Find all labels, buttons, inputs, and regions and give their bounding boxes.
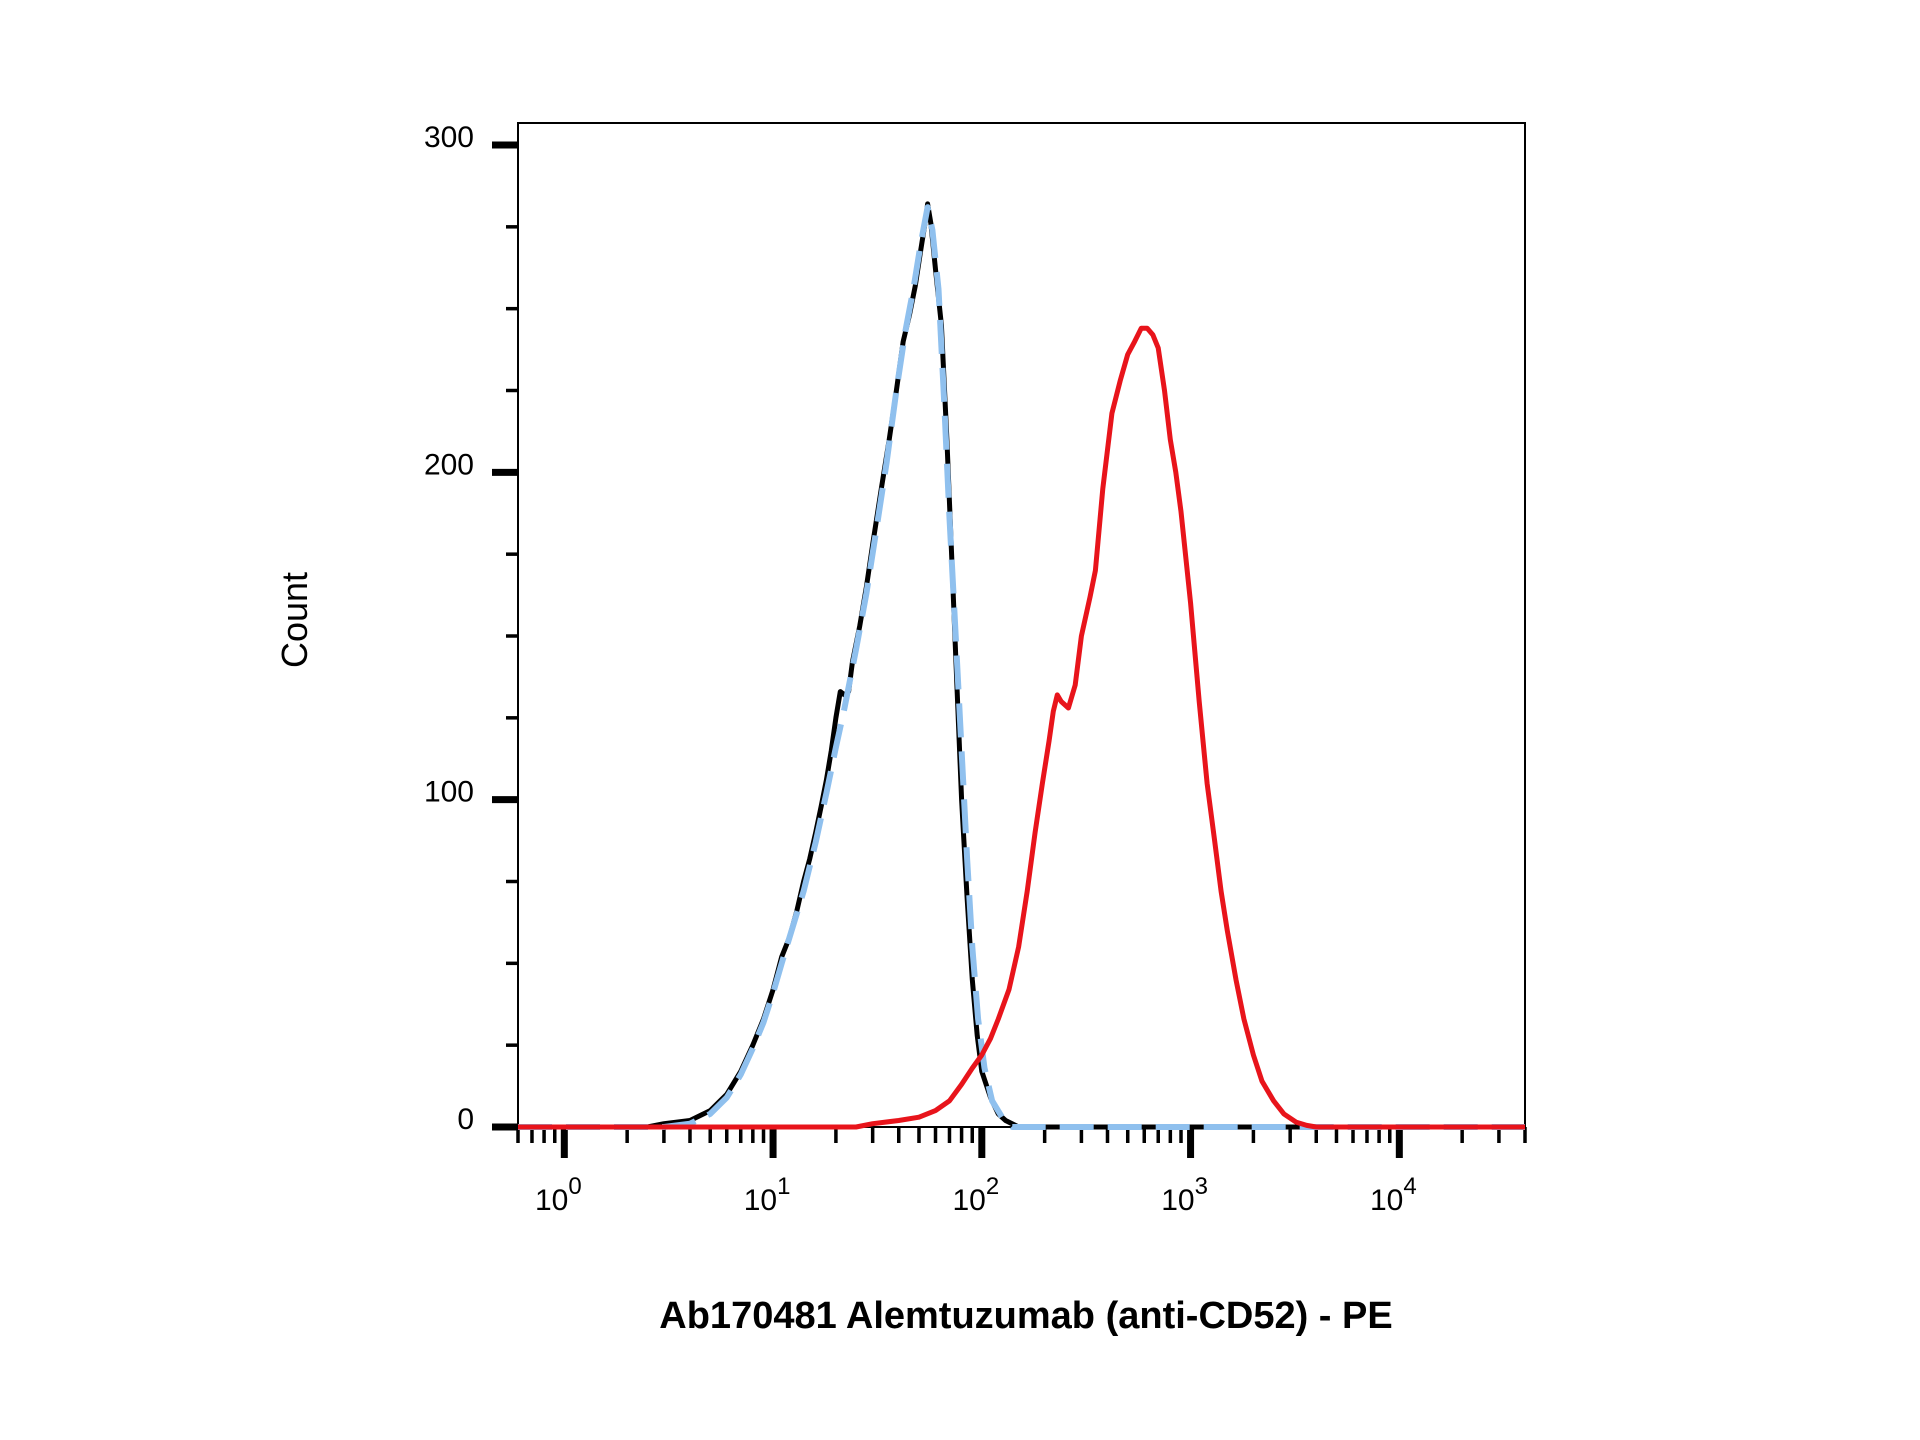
x-tick-label: 100 <box>535 1173 582 1217</box>
y-axis-title: Count <box>274 572 315 668</box>
y-tick-label: 100 <box>424 776 474 809</box>
y-tick-label: 200 <box>424 448 474 481</box>
x-tick-label: 103 <box>1161 1173 1208 1217</box>
series-line-3 <box>518 325 1525 1130</box>
x-axis: 100 101 102 103 104 <box>516 1127 1527 1217</box>
series-line-2 <box>518 204 1525 1130</box>
series-line-1 <box>518 201 1525 1130</box>
series-group <box>518 201 1525 1130</box>
y-axis: 0 100 200 300 <box>424 121 518 1136</box>
x-tick-label: 101 <box>744 1173 791 1217</box>
y-tick-label: 300 <box>424 121 474 154</box>
x-tick-label: 102 <box>952 1173 999 1217</box>
y-tick-label: 0 <box>457 1103 474 1136</box>
plot-frame <box>517 122 1526 1128</box>
x-axis-title: Ab170481 Alemtuzumab (anti-CD52) - PE <box>659 1295 1392 1337</box>
x-tick-label: 104 <box>1370 1173 1417 1217</box>
